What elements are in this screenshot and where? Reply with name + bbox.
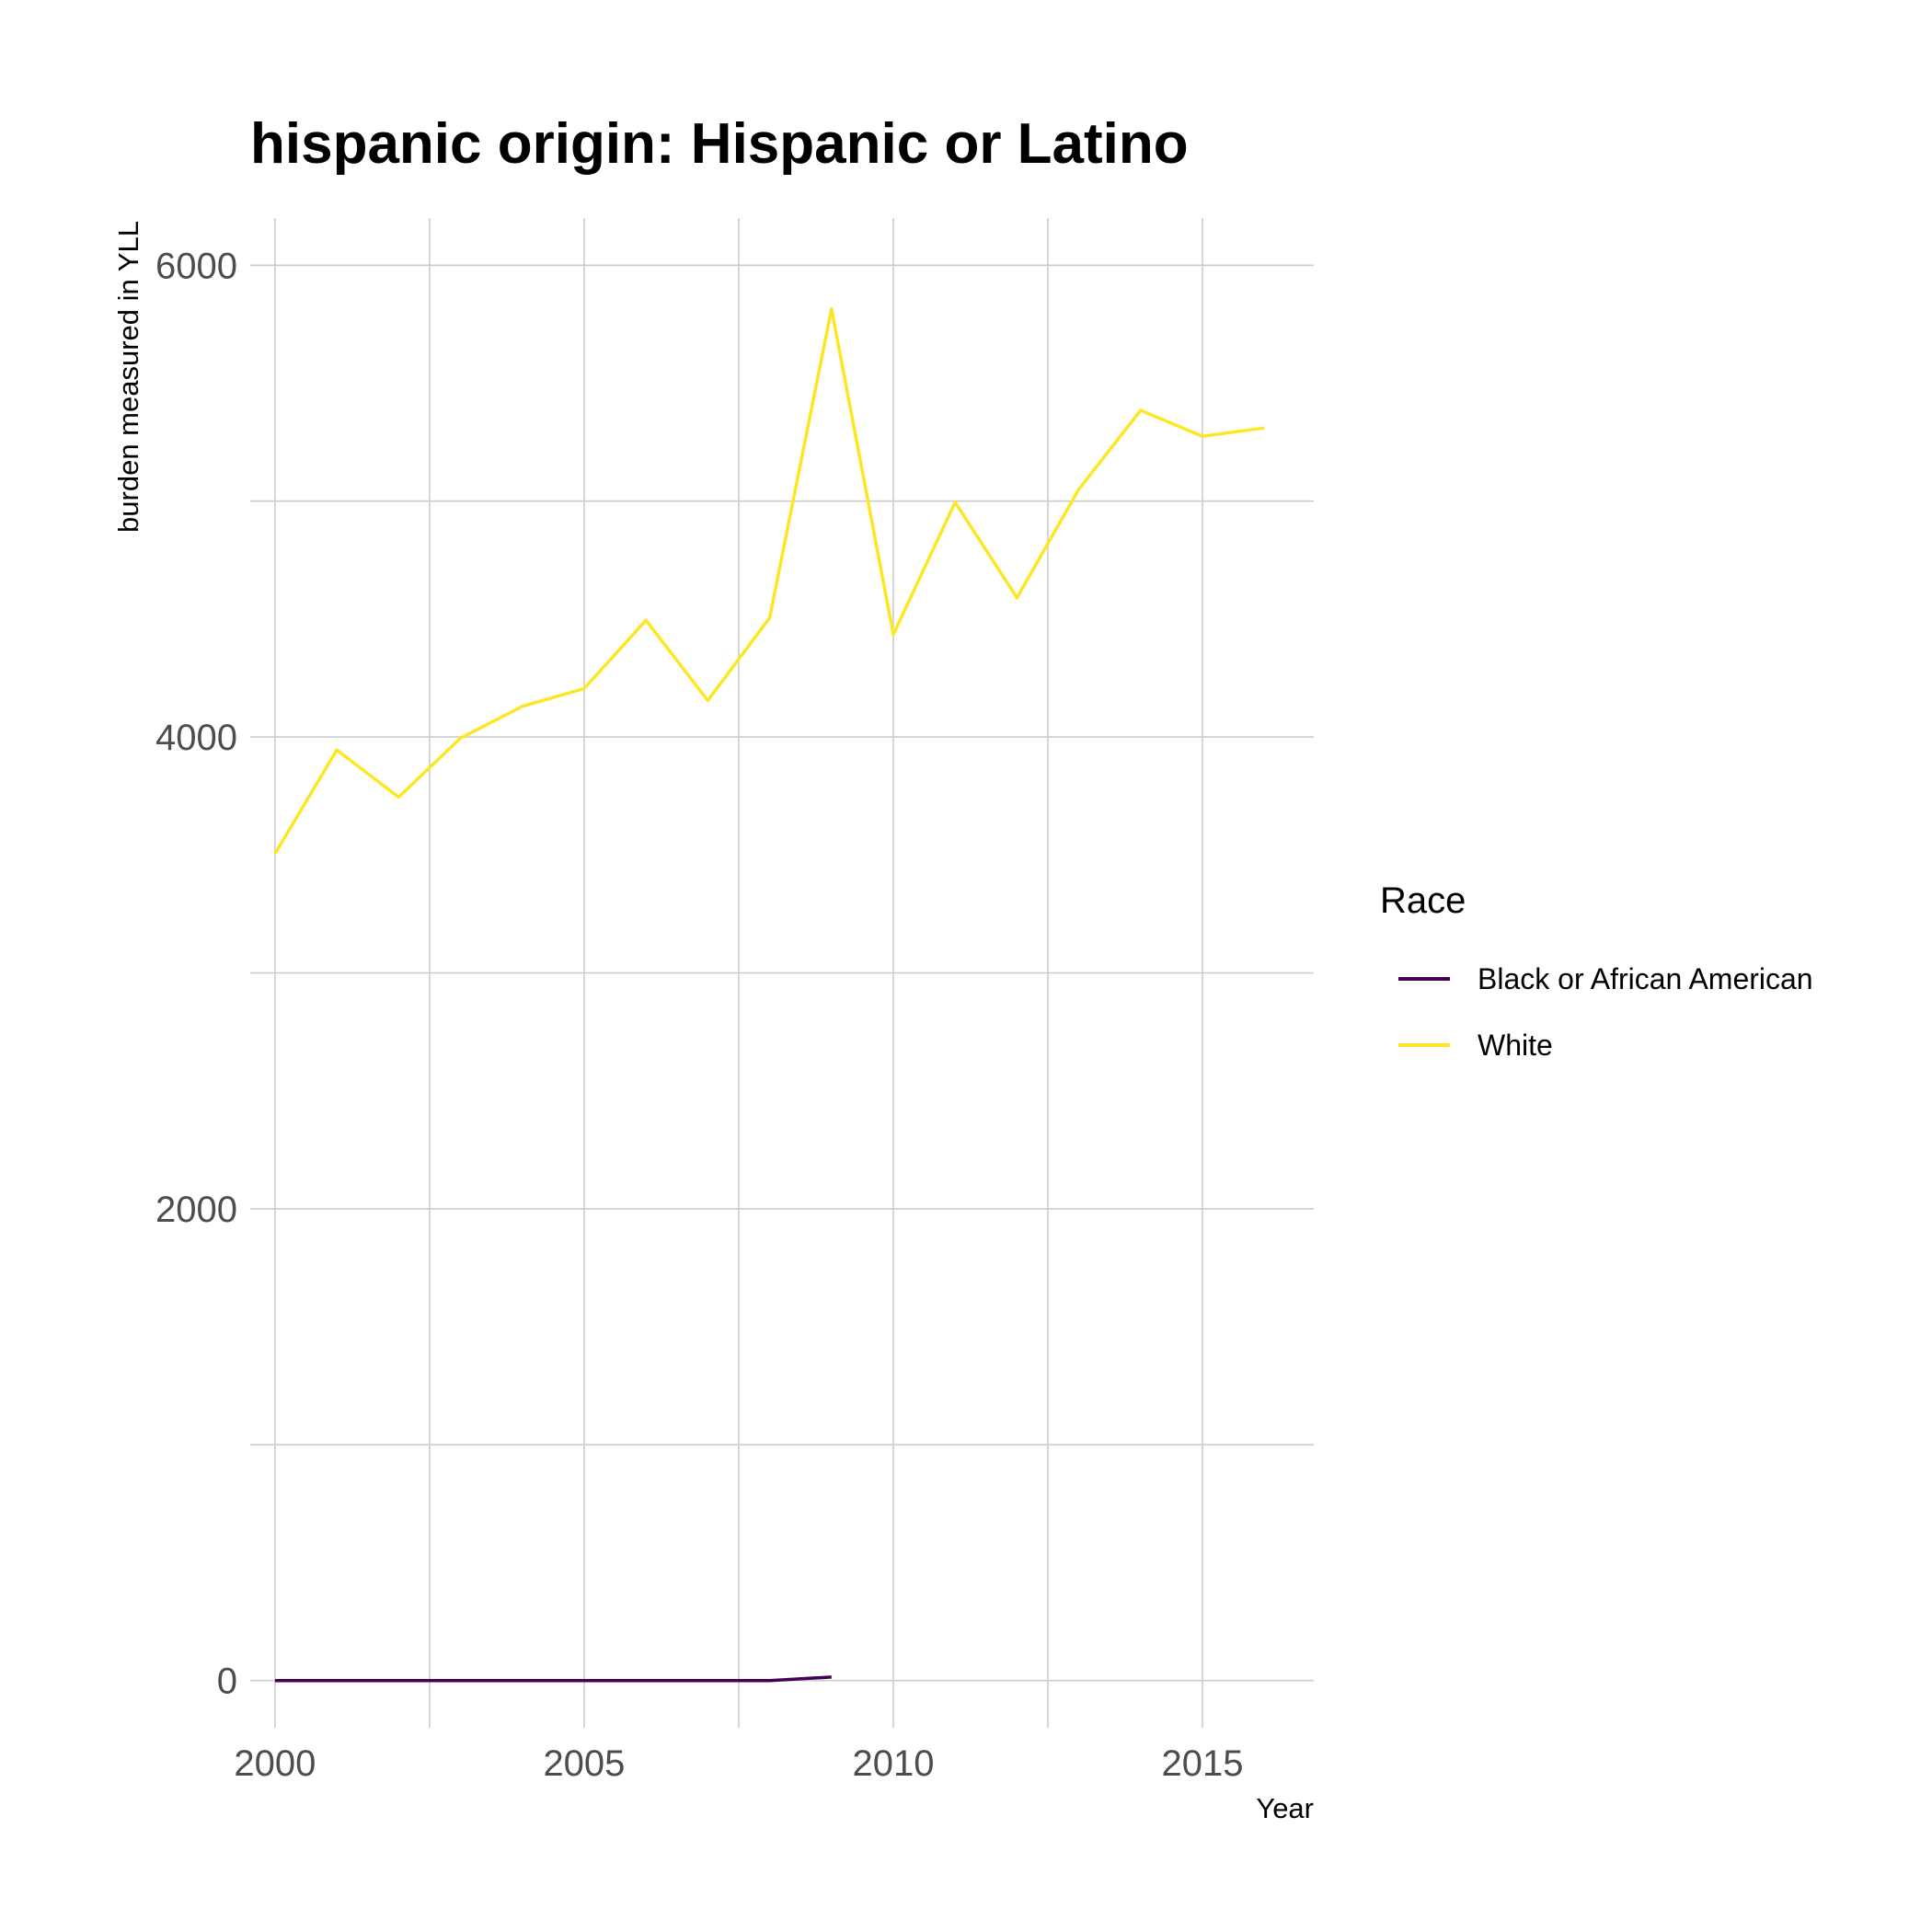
x-axis-title: Year xyxy=(1256,1792,1314,1824)
legend-title: Race xyxy=(1380,880,1466,921)
y-tick-label: 6000 xyxy=(155,246,237,286)
legend: Race Black or African American White xyxy=(1380,880,1813,1062)
y-axis-title: burden measured in YLL xyxy=(112,221,144,533)
x-tick-label: 2000 xyxy=(234,1743,316,1784)
y-tick-label: 0 xyxy=(217,1662,237,1702)
y-axis-ticks: 0 2000 4000 6000 xyxy=(155,246,237,1701)
y-tick-label: 2000 xyxy=(155,1190,237,1230)
legend-label: Black or African American xyxy=(1478,962,1813,995)
y-tick-label: 4000 xyxy=(155,718,237,758)
series-line-white xyxy=(273,306,1265,855)
x-tick-label: 2010 xyxy=(852,1743,934,1784)
x-tick-label: 2015 xyxy=(1162,1743,1244,1784)
series-lines xyxy=(273,306,1265,1683)
x-tick-label: 2005 xyxy=(543,1743,625,1784)
legend-items: Black or African American White xyxy=(1398,962,1813,1062)
series-line-black-or-african-american xyxy=(274,1675,832,1683)
legend-label: White xyxy=(1478,1029,1553,1062)
chart-title: hispanic origin: Hispanic or Latino xyxy=(250,112,1189,176)
x-axis-ticks: 2000 2005 2010 2015 xyxy=(234,1743,1243,1784)
